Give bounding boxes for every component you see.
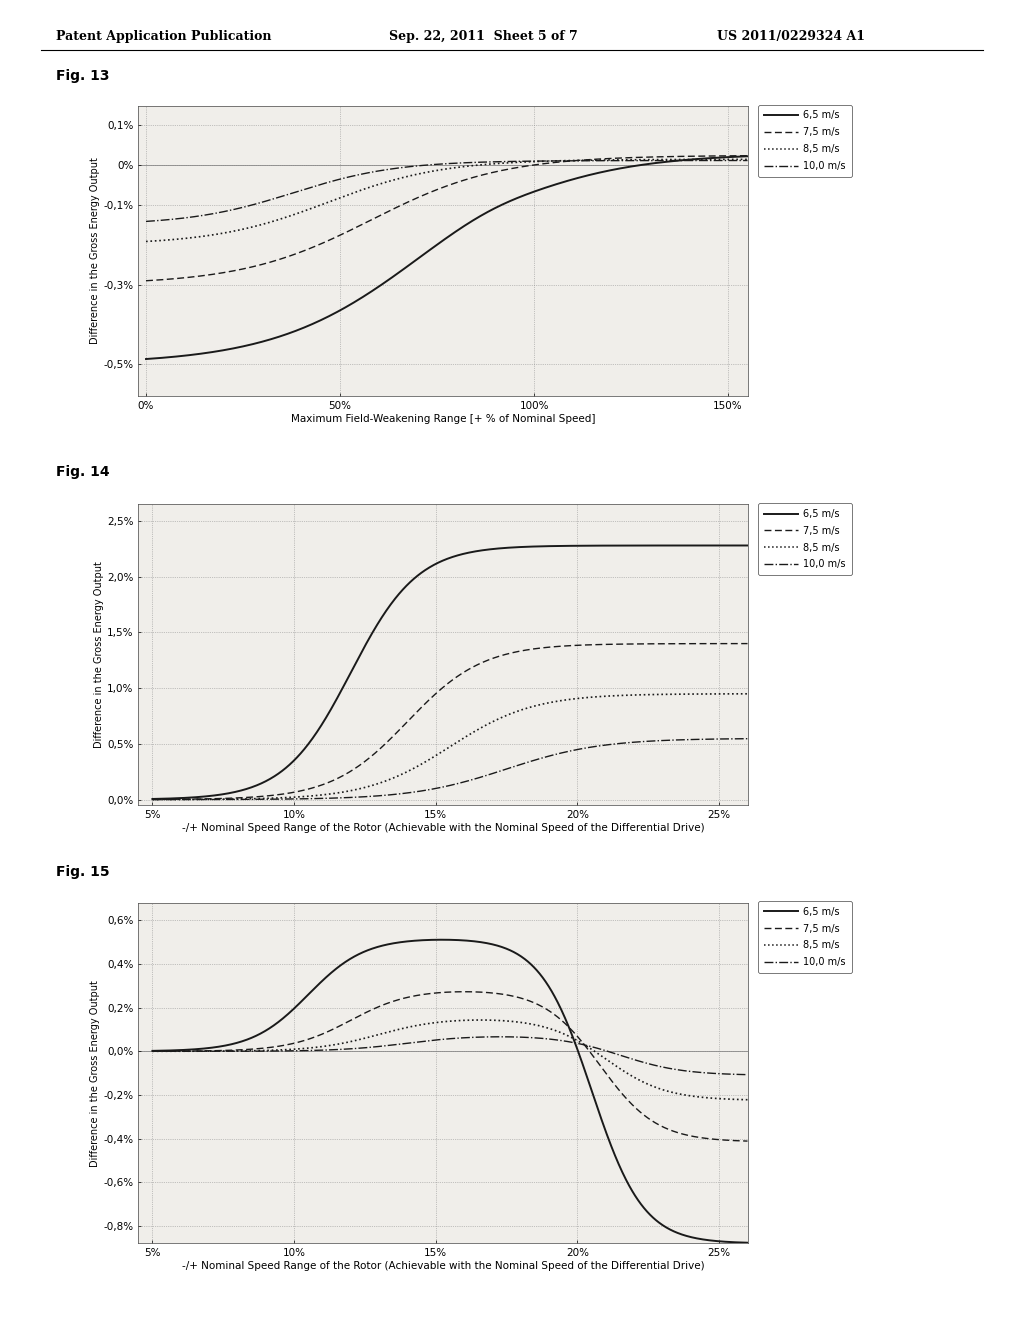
- Y-axis label: Difference in the Gross Energy Output: Difference in the Gross Energy Output: [94, 561, 104, 748]
- Text: Patent Application Publication: Patent Application Publication: [56, 30, 271, 44]
- Legend: 6,5 m/s, 7,5 m/s, 8,5 m/s, 10,0 m/s: 6,5 m/s, 7,5 m/s, 8,5 m/s, 10,0 m/s: [759, 104, 852, 177]
- Y-axis label: Difference in the Gross Energy Output: Difference in the Gross Energy Output: [90, 157, 100, 345]
- Legend: 6,5 m/s, 7,5 m/s, 8,5 m/s, 10,0 m/s: 6,5 m/s, 7,5 m/s, 8,5 m/s, 10,0 m/s: [759, 503, 852, 576]
- X-axis label: -/+ Nominal Speed Range of the Rotor (Achievable with the Nominal Speed of the D: -/+ Nominal Speed Range of the Rotor (Ac…: [181, 1261, 705, 1271]
- X-axis label: -/+ Nominal Speed Range of the Rotor (Achievable with the Nominal Speed of the D: -/+ Nominal Speed Range of the Rotor (Ac…: [181, 822, 705, 833]
- Legend: 6,5 m/s, 7,5 m/s, 8,5 m/s, 10,0 m/s: 6,5 m/s, 7,5 m/s, 8,5 m/s, 10,0 m/s: [759, 902, 852, 973]
- Text: US 2011/0229324 A1: US 2011/0229324 A1: [717, 30, 865, 44]
- Text: Sep. 22, 2011  Sheet 5 of 7: Sep. 22, 2011 Sheet 5 of 7: [389, 30, 578, 44]
- Text: Fig. 13: Fig. 13: [56, 69, 110, 83]
- Y-axis label: Difference in the Gross Energy Output: Difference in the Gross Energy Output: [90, 979, 100, 1167]
- Text: Fig. 15: Fig. 15: [56, 865, 110, 879]
- X-axis label: Maximum Field-Weakening Range [+ % of Nominal Speed]: Maximum Field-Weakening Range [+ % of No…: [291, 413, 595, 424]
- Text: Fig. 14: Fig. 14: [56, 465, 110, 479]
